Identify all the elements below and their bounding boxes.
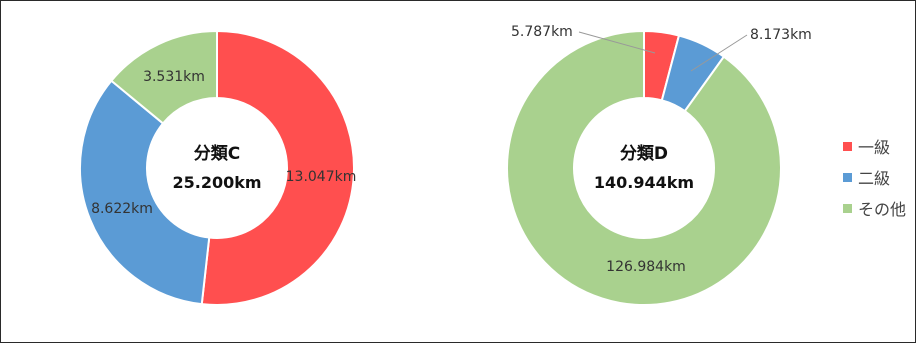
donut-d-leader-ikkyu [578, 31, 656, 54]
legend-label-sonota: その他 [858, 200, 906, 219]
legend-swatch-sonota [843, 204, 852, 213]
legend-label-ikkyu: 一級 [858, 138, 890, 157]
donut-d-label-sonota: 126.984km [606, 259, 686, 275]
donut-d-slice-sonota [506, 29, 782, 306]
donut-c-slice-ikkyu [200, 29, 355, 306]
donut-d-leader-nikyu [690, 34, 748, 72]
donut-c-title: 分類C [194, 144, 240, 164]
donut-chart-d [506, 29, 782, 306]
donut-d-title: 分類D [620, 144, 668, 164]
donut-c-label-ikkyu: 13.047km [286, 169, 357, 185]
legend-label-nikyu: 二級 [858, 169, 890, 188]
legend-swatch-ikkyu [843, 142, 852, 151]
donut-chart-c [79, 29, 355, 306]
donut-d-total: 140.944km [594, 173, 694, 192]
legend: 一級 二級 その他 [843, 138, 906, 219]
donut-c-label-nikyu: 8.622km [91, 201, 153, 217]
donut-d-label-ikkyu: 5.787km [511, 24, 573, 40]
donut-c-total: 25.200km [172, 173, 261, 192]
donut-c-slice-sonota [109, 29, 218, 125]
donut-c-slice-nikyu [79, 79, 211, 306]
legend-swatch-nikyu [843, 173, 852, 182]
donut-c-label-sonota: 3.531km [143, 69, 205, 85]
donut-d-label-nikyu: 8.173km [750, 27, 812, 43]
